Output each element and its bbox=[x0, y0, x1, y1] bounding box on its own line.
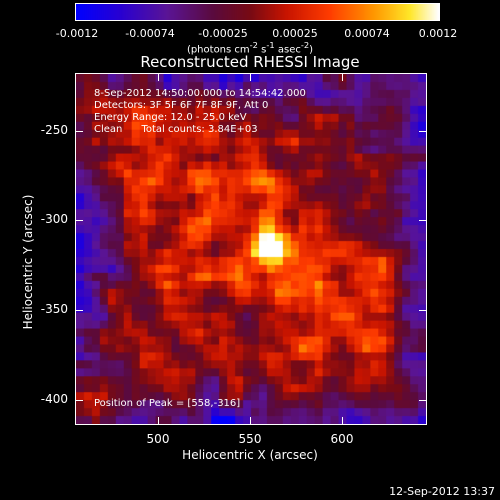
annotation-detectors: Detectors: 3F 5F 6F 7F 8F 9F, Att 0 bbox=[94, 100, 269, 111]
x-tick-mark bbox=[250, 417, 251, 424]
colorbar-tick: 0.0012 bbox=[418, 27, 458, 40]
x-tick-mark bbox=[158, 74, 159, 81]
colorbar-tick: 0.00074 bbox=[344, 27, 390, 40]
y-axis-label: Heliocentric Y (arcsec) bbox=[21, 194, 35, 330]
annotation-energy: Energy Range: 12.0 - 25.0 keV bbox=[94, 112, 247, 123]
y-tick-mark bbox=[419, 131, 426, 132]
x-axis-label: Heliocentric X (arcsec) bbox=[182, 448, 318, 462]
y-tick-mark bbox=[419, 310, 426, 311]
y-tick-label: -300 bbox=[40, 212, 68, 226]
x-tick-mark bbox=[342, 74, 343, 81]
colorbar-tick: -0.00025 bbox=[198, 27, 248, 40]
colorbar-tick: -0.0012 bbox=[55, 27, 99, 40]
y-tick-mark bbox=[419, 400, 426, 401]
colorbar-tick: 0.00025 bbox=[272, 27, 318, 40]
y-tick-mark bbox=[76, 131, 83, 132]
colorbar-units: (photons cm-2 s-1 asec-2) bbox=[186, 40, 314, 56]
rhessi-image-panel: 8-Sep-2012 14:50:00.000 to 14:54:42.000 … bbox=[75, 73, 427, 425]
x-tick-mark bbox=[342, 417, 343, 424]
annotation-peak: Position of Peak = [558,-316] bbox=[94, 398, 241, 409]
y-tick-mark bbox=[76, 400, 83, 401]
x-tick-mark bbox=[250, 74, 251, 81]
y-tick-label: -400 bbox=[40, 392, 68, 406]
x-tick-mark bbox=[158, 417, 159, 424]
y-tick-mark bbox=[76, 220, 83, 221]
colorbar bbox=[75, 3, 440, 21]
x-tick-label: 600 bbox=[330, 432, 354, 446]
x-tick-label: 500 bbox=[146, 432, 170, 446]
colorbar-tick: -0.00074 bbox=[125, 27, 175, 40]
hxr-intensity-map bbox=[76, 74, 426, 424]
x-tick-label: 550 bbox=[238, 432, 262, 446]
y-tick-label: -350 bbox=[40, 302, 68, 316]
y-tick-label: -250 bbox=[40, 123, 68, 137]
annotation-time: 8-Sep-2012 14:50:00.000 to 14:54:42.000 bbox=[94, 88, 306, 99]
timestamp: 12-Sep-2012 13:37 bbox=[389, 485, 495, 498]
annotation-clean: Clean Total counts: 3.84E+03 bbox=[94, 124, 258, 135]
y-tick-mark bbox=[419, 220, 426, 221]
y-tick-mark bbox=[76, 310, 83, 311]
image-title: Reconstructed RHESSI Image bbox=[140, 53, 360, 71]
